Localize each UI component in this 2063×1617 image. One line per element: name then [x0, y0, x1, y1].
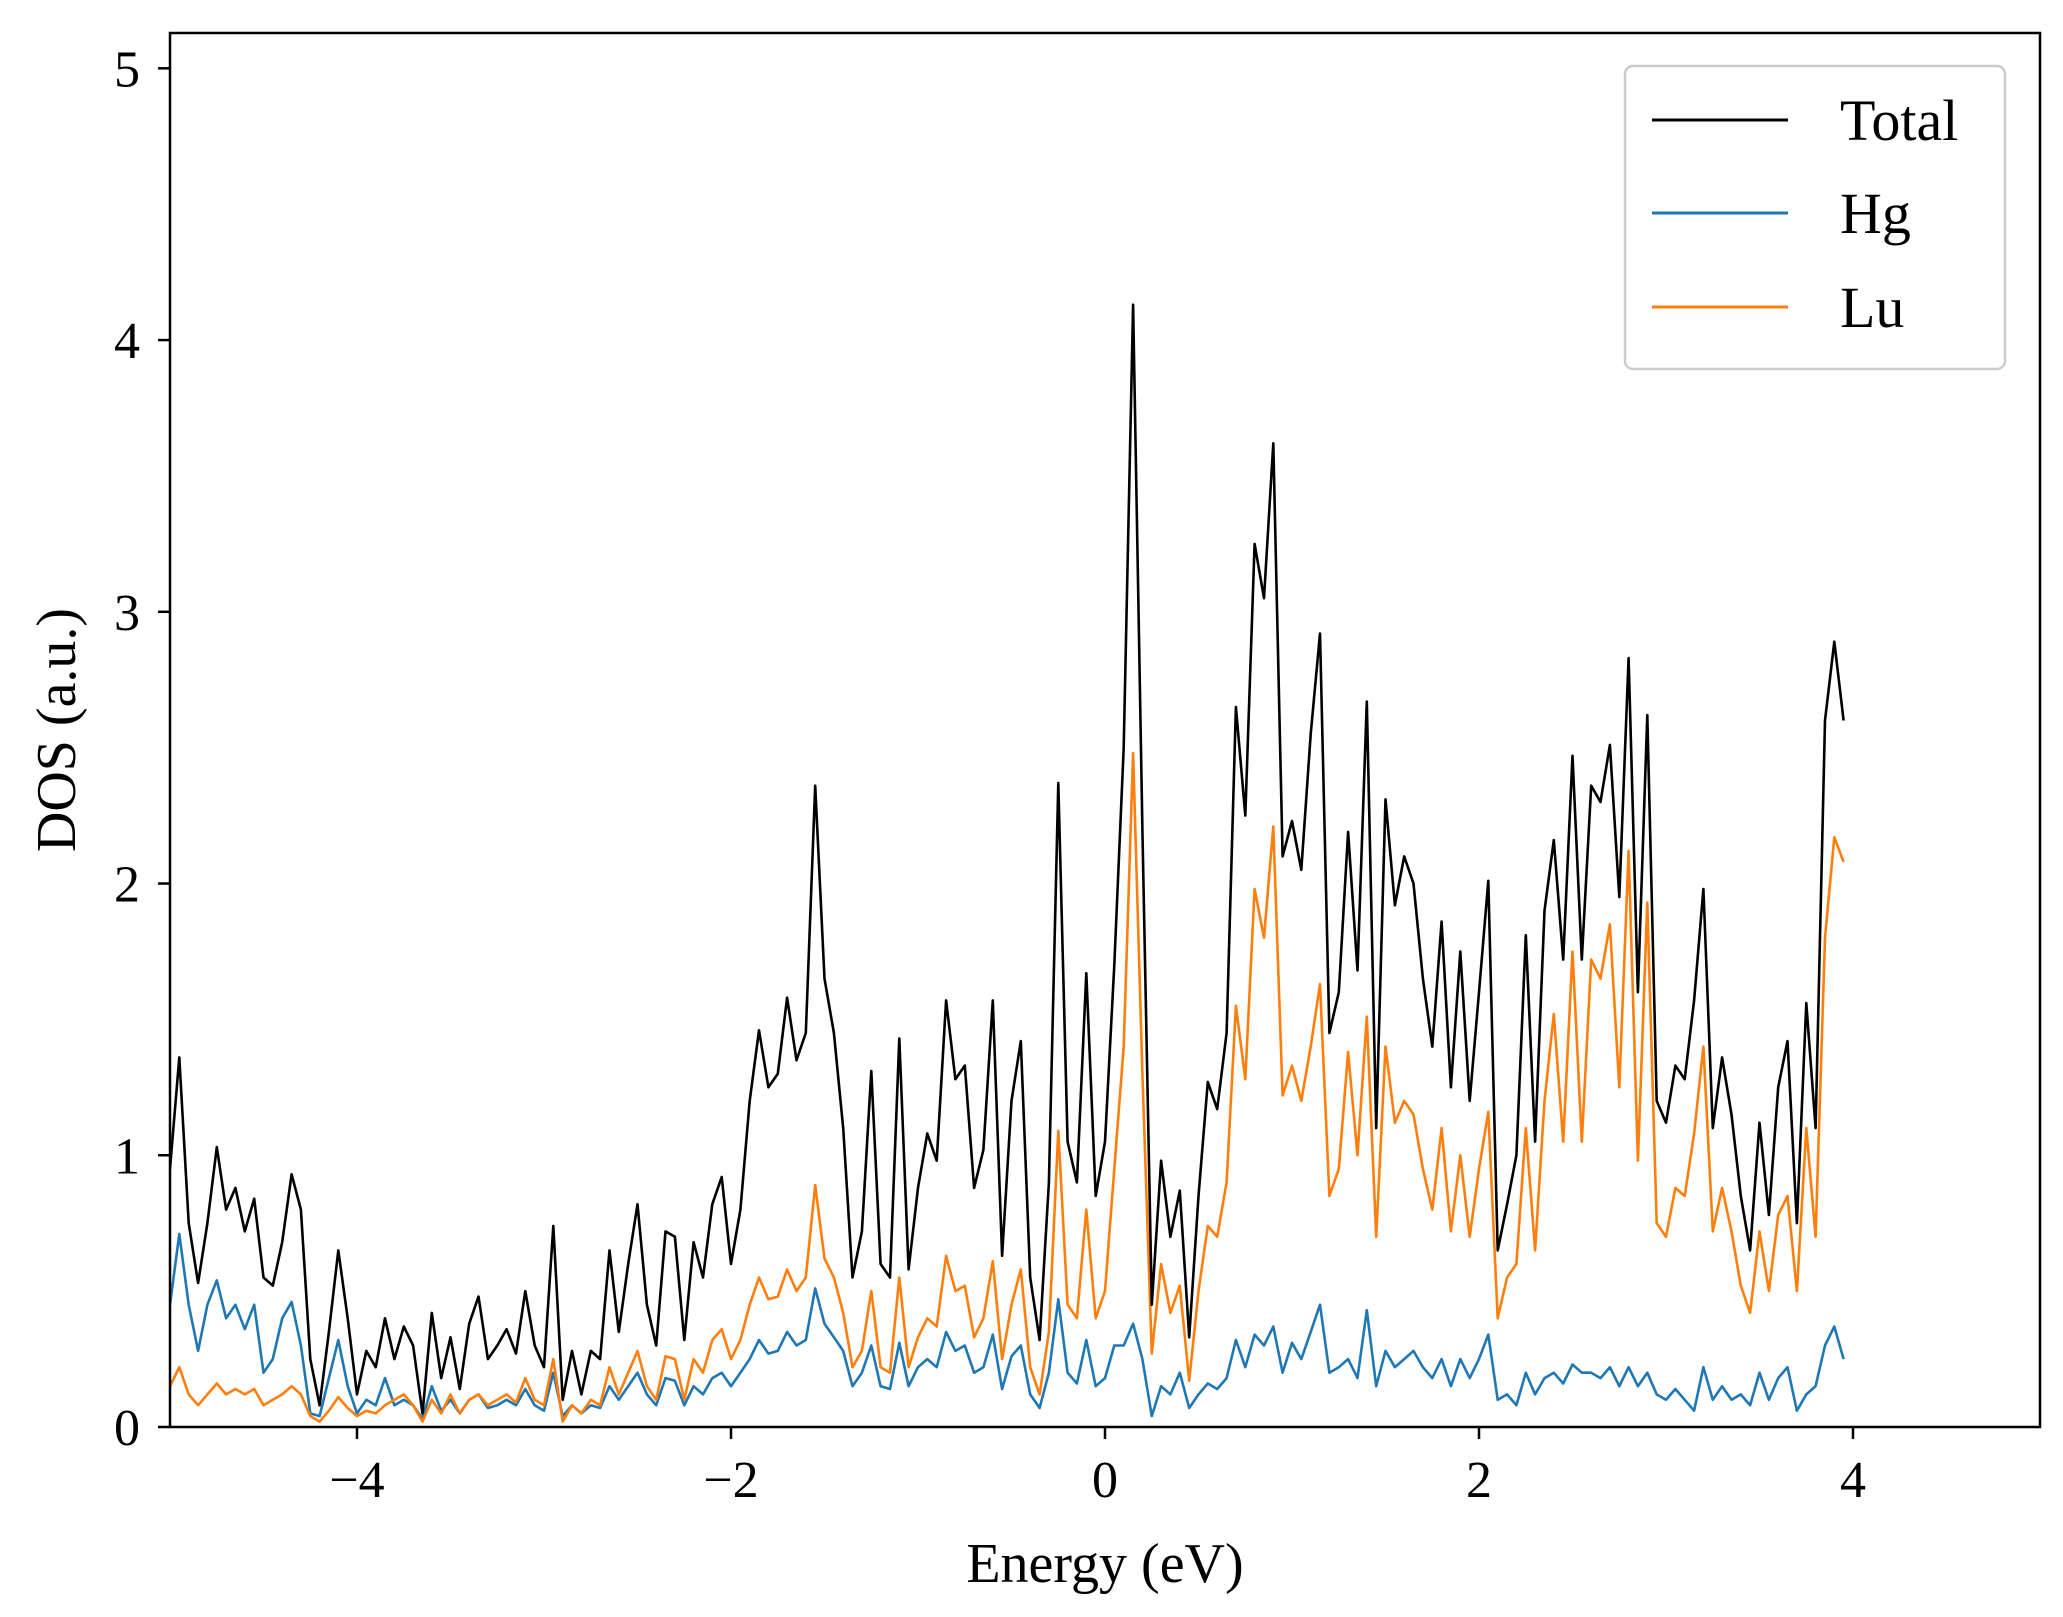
y-tick-label: 4 — [114, 313, 140, 370]
legend-box — [1623, 64, 2007, 371]
x-tick-label: −2 — [703, 1452, 758, 1509]
x-axis-ticks: −4 −2 0 2 4 — [329, 1427, 1866, 1509]
legend-label-total: Total — [1840, 88, 1958, 153]
x-tick-label: 4 — [1840, 1452, 1866, 1509]
x-tick-label: −4 — [329, 1452, 384, 1509]
x-tick-label: 0 — [1092, 1452, 1118, 1509]
series-layer — [170, 303, 1845, 1423]
series-line-hg — [170, 1232, 1845, 1421]
y-axis-label: DOS (a.u.) — [26, 608, 88, 852]
y-tick-label: 1 — [114, 1128, 140, 1185]
legend: Total Hg Lu — [1623, 64, 2007, 371]
series-line-total — [170, 303, 1845, 1415]
legend-label-hg: Hg — [1840, 181, 1911, 246]
y-axis-ticks: 0 1 2 3 4 5 — [114, 41, 170, 1457]
y-tick-label: 3 — [114, 585, 140, 642]
x-axis-label: Energy (eV) — [966, 1533, 1243, 1595]
x-tick-label: 2 — [1466, 1452, 1492, 1509]
series-line-lu — [170, 751, 1845, 1423]
y-tick-label: 0 — [114, 1400, 140, 1457]
legend-label-lu: Lu — [1840, 275, 1904, 340]
y-tick-label: 5 — [114, 41, 140, 98]
y-tick-label: 2 — [114, 857, 140, 914]
